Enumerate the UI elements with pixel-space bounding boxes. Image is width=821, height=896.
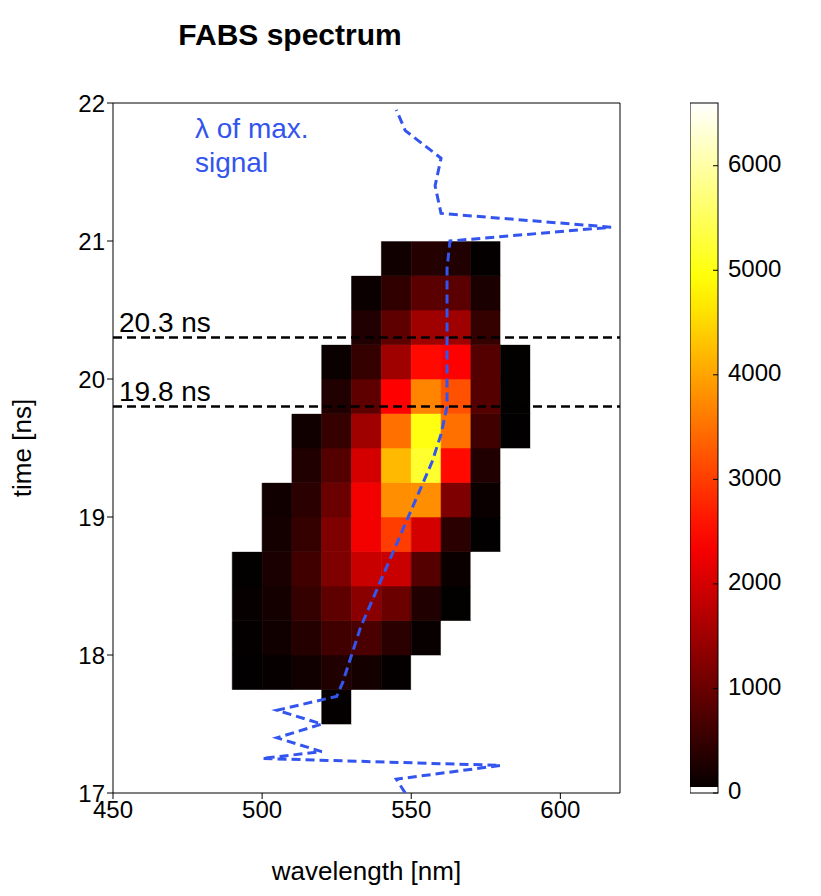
svg-text:6000: 6000 <box>728 150 781 177</box>
svg-text:20.3 ns: 20.3 ns <box>119 307 211 338</box>
svg-text:0: 0 <box>728 777 741 804</box>
svg-text:19: 19 <box>78 504 105 531</box>
svg-text:1000: 1000 <box>728 673 781 700</box>
svg-text:wavelength [nm]: wavelength [nm] <box>271 856 461 886</box>
svg-text:4000: 4000 <box>728 359 781 386</box>
svg-text:19.8 ns: 19.8 ns <box>119 376 211 407</box>
html-text:λ of max. signal: λ of max. signal <box>195 113 309 178</box>
svg-text:5000: 5000 <box>728 255 781 282</box>
html-text:FABS spectrum: FABS spectrum <box>178 18 402 51</box>
svg-text:21: 21 <box>78 228 105 255</box>
svg-text:3000: 3000 <box>728 464 781 491</box>
svg-text:time [ns]: time [ns] <box>7 399 37 497</box>
svg-text:17: 17 <box>78 780 105 807</box>
svg-text:2000: 2000 <box>728 568 781 595</box>
svg-text:450: 450 <box>93 796 133 823</box>
svg-text:20: 20 <box>78 366 105 393</box>
svg-text:600: 600 <box>540 796 580 823</box>
svg-text:18: 18 <box>78 642 105 669</box>
svg-text:500: 500 <box>242 796 282 823</box>
svg-text:22: 22 <box>78 90 105 117</box>
svg-text:550: 550 <box>391 796 431 823</box>
